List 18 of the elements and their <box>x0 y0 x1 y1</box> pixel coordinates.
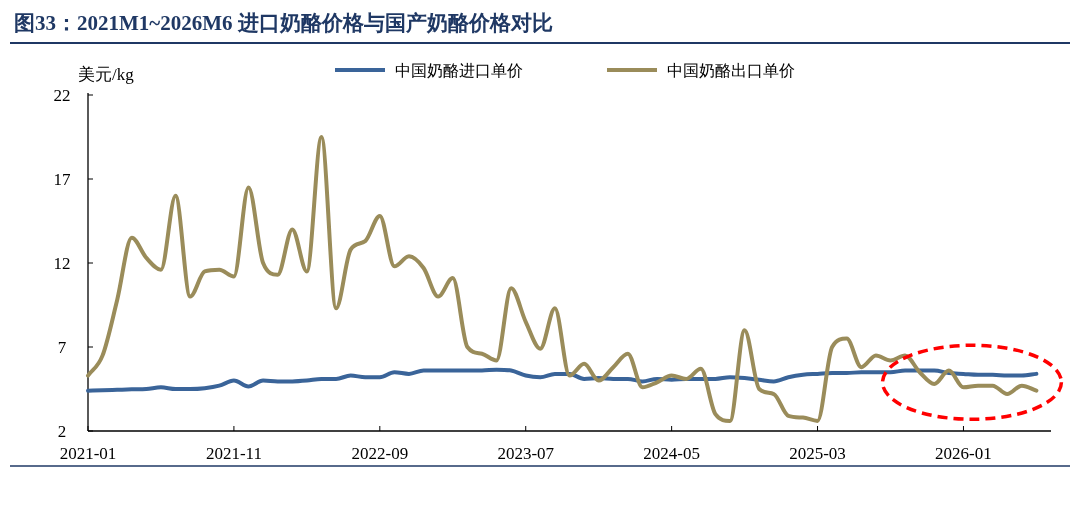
line-series <box>86 135 1039 423</box>
x-tick-label: 2021-11 <box>205 444 262 463</box>
y-tick-label: 2 <box>57 422 67 441</box>
y-axis-title: 美元/kg <box>78 65 135 84</box>
y-tick-label: 12 <box>53 254 71 273</box>
x-tick-label: 2026-01 <box>935 444 992 463</box>
chart-title: 图33：2021M1~2026M6 进口奶酪价格与国产奶酪价格对比 <box>14 11 553 35</box>
y-tick-label: 22 <box>53 86 71 105</box>
x-tick-label: 2021-01 <box>59 444 117 463</box>
x-tick-label: 2025-03 <box>789 444 846 463</box>
y-tick-label: 7 <box>57 338 67 357</box>
x-tick-label: 2024-05 <box>643 444 700 463</box>
line-series <box>86 367 1039 393</box>
y-tick-label: 17 <box>53 170 71 189</box>
legend-label: 中国奶酪出口单价 <box>667 62 795 79</box>
legend-label: 中国奶酪进口单价 <box>395 62 523 79</box>
x-tick-label: 2023-07 <box>497 444 555 463</box>
x-tick-label: 2022-09 <box>351 444 409 463</box>
